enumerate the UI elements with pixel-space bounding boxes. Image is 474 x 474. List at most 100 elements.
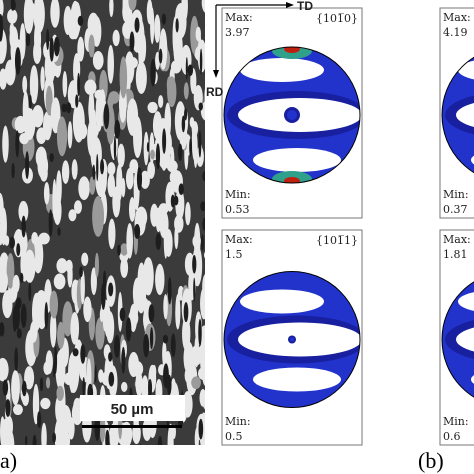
alpha-grain — [107, 44, 115, 84]
beta-phase — [92, 164, 96, 180]
beta-phase — [16, 243, 21, 256]
scale-bar-label: 50 µm — [111, 401, 154, 418]
beta-phase — [184, 108, 188, 121]
alpha-grain — [183, 82, 189, 100]
contour — [253, 367, 341, 392]
min-label: Min: — [443, 415, 469, 428]
contour — [253, 148, 341, 172]
beta-phase — [102, 270, 107, 291]
beta-phase — [150, 59, 156, 87]
alpha-grain — [120, 257, 129, 278]
alpha-grain — [158, 203, 169, 215]
beta-phase — [200, 234, 204, 251]
beta-phase — [94, 364, 97, 383]
min-value: 0.5 — [225, 430, 243, 443]
alpha-grain — [120, 243, 129, 256]
alpha-grain — [41, 422, 47, 445]
alpha-grain — [92, 196, 105, 237]
alpha-grain — [194, 335, 199, 368]
beta-phase — [19, 272, 24, 283]
max-value: 1.5 — [225, 248, 243, 261]
alpha-grain — [49, 290, 59, 319]
alpha-grain — [125, 167, 134, 190]
beta-phase — [37, 411, 42, 429]
alpha-grain — [2, 125, 9, 163]
alpha-grain — [147, 161, 155, 179]
alpha-grain — [22, 90, 29, 129]
min-value: 0.6 — [443, 430, 461, 443]
alpha-grain — [128, 351, 139, 378]
beta-phase — [199, 48, 203, 75]
alpha-grain — [112, 29, 120, 47]
alpha-grain — [142, 257, 154, 296]
alpha-grain — [67, 121, 73, 149]
beta-phase — [121, 346, 126, 374]
beta-phase — [77, 15, 84, 27]
beta-phase — [32, 434, 37, 445]
alpha-grain — [183, 341, 194, 375]
alpha-grain — [78, 176, 90, 201]
beta-phase — [39, 377, 44, 392]
alpha-grain — [0, 0, 4, 18]
alpha-grain — [164, 228, 173, 257]
alpha-grain — [179, 122, 188, 150]
beta-phase — [105, 429, 110, 445]
beta-phase — [139, 443, 142, 445]
plane-label: {101̅1} — [316, 234, 358, 247]
alpha-grain — [199, 389, 205, 407]
alpha-grain — [108, 218, 116, 250]
beta-phase — [166, 374, 172, 396]
beta-phase — [72, 348, 79, 357]
beta-phase — [198, 418, 204, 440]
alpha-grain — [9, 22, 15, 37]
beta-phase — [175, 18, 179, 33]
alpha-grain — [155, 263, 165, 296]
beta-phase — [44, 302, 49, 330]
beta-phase — [198, 318, 202, 347]
alpha-grain — [129, 303, 138, 333]
beta-phase — [119, 307, 126, 322]
pole-outline — [441, 56, 474, 174]
beta-phase — [178, 183, 184, 196]
beta-phase — [148, 379, 153, 397]
alpha-grain — [155, 51, 160, 70]
pole-outline — [441, 281, 474, 398]
alpha-grain — [175, 188, 185, 220]
alpha-grain — [6, 252, 15, 289]
alpha-grain — [38, 232, 50, 245]
micrograph — [0, 0, 205, 445]
beta-phase — [167, 276, 172, 305]
beta-phase — [46, 28, 50, 50]
beta-phase — [9, 236, 15, 249]
max-label: Max: — [225, 11, 253, 24]
alpha-grain — [53, 273, 66, 290]
td-label: TD — [297, 0, 313, 13]
beta-phase — [170, 194, 175, 208]
alpha-grain — [175, 294, 181, 329]
alpha-grain — [191, 376, 201, 390]
min-value: 0.53 — [225, 203, 250, 216]
beta-phase — [134, 17, 140, 33]
alpha-grain — [12, 404, 23, 416]
beta-phase — [11, 163, 15, 179]
beta-phase — [108, 282, 114, 297]
plane-label: {101̅0} — [316, 12, 358, 25]
pole-figure — [224, 271, 360, 408]
beta-phase — [134, 224, 141, 239]
alpha-grain — [84, 79, 97, 95]
alpha-grain — [5, 415, 14, 438]
alpha-grain — [99, 416, 106, 443]
beta-phase — [129, 31, 135, 52]
alpha-grain — [90, 136, 102, 172]
alpha-grain — [128, 0, 137, 11]
beta-phase — [0, 322, 5, 337]
alpha-grain — [40, 397, 51, 410]
alpha-grain — [154, 14, 161, 43]
alpha-grain — [62, 70, 68, 98]
alpha-grain — [56, 258, 68, 274]
rd-label: RD — [206, 85, 224, 99]
panel-b-label: (b) — [418, 448, 444, 473]
alpha-grain — [91, 109, 97, 144]
alpha-grain — [202, 365, 205, 386]
alpha-grain — [140, 170, 150, 189]
